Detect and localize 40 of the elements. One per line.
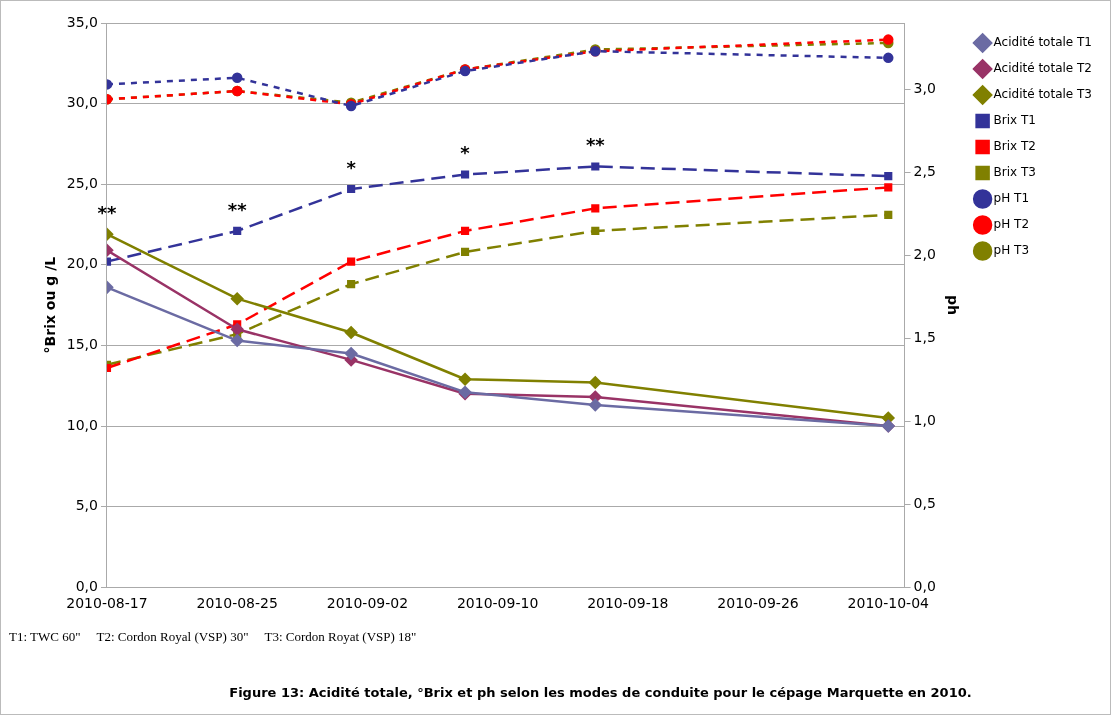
y-tick-label: 25,0 — [66, 174, 98, 191]
annotation: * — [346, 156, 357, 178]
y2-tick-label: 2,5 — [913, 162, 936, 179]
y2-tick-label: 0,5 — [913, 494, 936, 511]
y2-tick-label: 1,0 — [913, 411, 936, 428]
y-tick-label: 30,0 — [66, 94, 98, 111]
legend-label: Brix T3 — [993, 165, 1037, 180]
legend-label: Acidité totale T3 — [993, 87, 1093, 102]
x-tick-label: 2010-09-26 — [717, 595, 799, 612]
legend-label: pH T3 — [993, 243, 1030, 258]
x-tick-label: 2010-09-10 — [456, 595, 539, 612]
y2-tick-label: 2,0 — [913, 245, 936, 262]
y-tick-label: 5,0 — [75, 497, 98, 514]
y2-tick-label: 3,0 — [913, 80, 936, 97]
annotation: ** — [227, 198, 248, 220]
y-axis-title: °Brix ou g /L — [42, 256, 59, 354]
y-tick-label: 15,0 — [66, 336, 98, 353]
x-tick-label: 2010-09-18 — [587, 595, 669, 612]
y-tick-label: 0,0 — [75, 577, 98, 594]
y-tick-label: 35,0 — [66, 13, 98, 30]
text: T1: TWC 60" T2: Cordon Royal (VSP) 30" T3: Cordon Royat (VSP) 18" — [9, 629, 418, 645]
legend-label: Brix T1 — [993, 113, 1037, 128]
y2-tick-label: 0,0 — [913, 577, 936, 594]
x-tick-label: 2010-08-25 — [196, 595, 278, 612]
x-tick-label: 2010-10-04 — [847, 595, 930, 612]
annotation: ** — [97, 201, 117, 223]
y2-axis-title: ph — [944, 295, 961, 316]
legend-label: Acidité totale T2 — [993, 61, 1093, 76]
y2-tick-label: 1,5 — [913, 328, 936, 345]
legend-label: Acidité totale T1 — [993, 35, 1093, 50]
y-tick-label: 10,0 — [66, 416, 98, 433]
legend-label: Brix T2 — [993, 139, 1037, 154]
annotation: ** — [585, 134, 606, 156]
legend-label: pH T2 — [993, 217, 1030, 232]
y-tick-label: 20,0 — [66, 255, 98, 272]
x-tick-label: 2010-08-17 — [66, 595, 148, 612]
caption: Figure 13: Acidité totale, °Brix et ph selon les modes de conduite pour le cépage Marquette en 2010. — [228, 685, 973, 700]
annotation: * — [460, 142, 471, 164]
x-tick-label: 2010-09-02 — [326, 595, 409, 612]
legend-label: pH T1 — [993, 191, 1030, 206]
